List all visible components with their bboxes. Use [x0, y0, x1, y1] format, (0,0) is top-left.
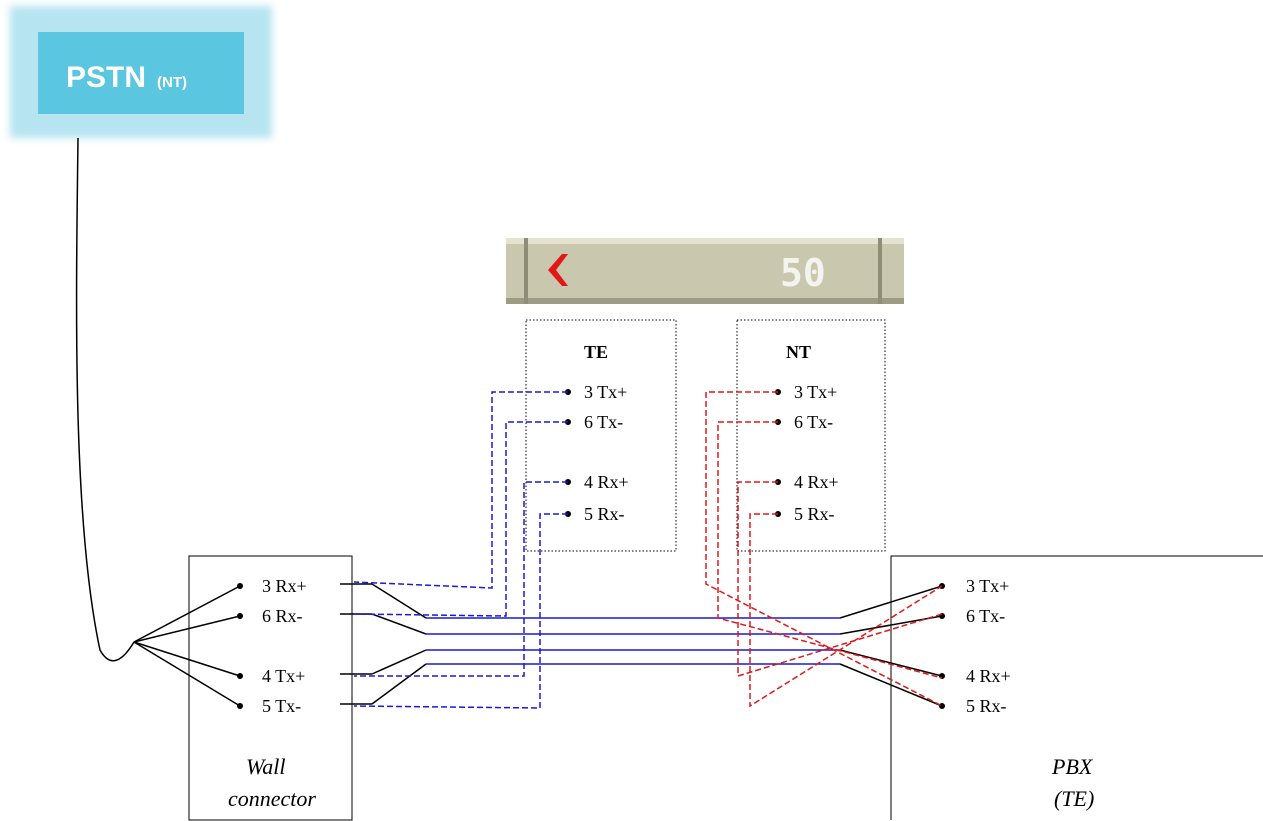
pbx-stubs: [839, 585, 943, 707]
pbx-pin-6: 6 Tx-: [966, 606, 1005, 626]
wall-stubs: [340, 583, 427, 705]
svg-text:PSTN (NT): PSTN (NT): [66, 61, 187, 94]
te-pin-4: 4 Rx+: [584, 472, 629, 492]
left-arrow-icon: [548, 254, 568, 286]
nt-pin-4: 4 Rx+: [794, 472, 839, 492]
counter-panel: 50: [506, 238, 904, 304]
pbx-label-line1: PBX: [1051, 754, 1094, 779]
counter-value: 50: [780, 251, 826, 295]
nt-dashed-wiring: [705, 391, 943, 708]
nt-pin-5: 5 Rx-: [794, 504, 835, 524]
wall-connector-border: [188, 555, 353, 821]
nt-pin-3: 3 Tx+: [794, 382, 837, 402]
te-pin-5: 5 Rx-: [584, 504, 625, 524]
pstn-box: [38, 32, 244, 114]
pstn-node: PSTN (NT): [10, 6, 272, 138]
pbx-border: [890, 555, 1263, 820]
te-pin-3: 3 Tx+: [584, 382, 627, 402]
straight-cable: [426, 617, 840, 665]
pstn-cable: [75, 137, 135, 662]
wall-pin-6: 6 Rx-: [262, 606, 303, 626]
wall-pin-5: 5 Tx-: [262, 696, 301, 716]
nt-box: NT 3 Tx+ 6 Tx- 4 Rx+ 5 Rx-: [736, 319, 886, 552]
wall-connector: 3 Rx+ 6 Rx- 4 Tx+ 5 Tx- Wall connector: [188, 555, 353, 821]
te-dashed-wiring: [353, 391, 568, 709]
nt-pin-6: 6 Tx-: [794, 412, 833, 432]
pstn-label: PSTN: [66, 61, 146, 94]
pbx-box: 3 Tx+ 6 Tx- 4 Rx+ 5 Rx- PBX (TE): [890, 555, 1263, 820]
pbx-pin-3: 3 Tx+: [966, 576, 1009, 596]
wall-pin-4: 4 Tx+: [262, 666, 305, 686]
pbx-label-line2: (TE): [1054, 786, 1094, 811]
pbx-pin-4: 4 Rx+: [966, 666, 1011, 686]
te-title: TE: [584, 342, 608, 362]
te-box-border: [525, 319, 677, 552]
te-pin-6: 6 Tx-: [584, 412, 623, 432]
te-box: TE 3 Tx+ 6 Tx- 4 Rx+ 5 Rx-: [525, 319, 677, 552]
wall-pin-3: 3 Rx+: [262, 576, 307, 596]
pbx-pin-5: 5 Rx-: [966, 696, 1007, 716]
pstn-suffix: (NT): [157, 74, 187, 91]
nt-box-border: [736, 319, 886, 552]
wall-label-line1: Wall: [246, 754, 286, 779]
counter-bezel: [506, 238, 904, 304]
nt-title: NT: [786, 342, 811, 362]
wall-label-line2: connector: [228, 786, 316, 811]
cable-fanout: [133, 585, 241, 707]
